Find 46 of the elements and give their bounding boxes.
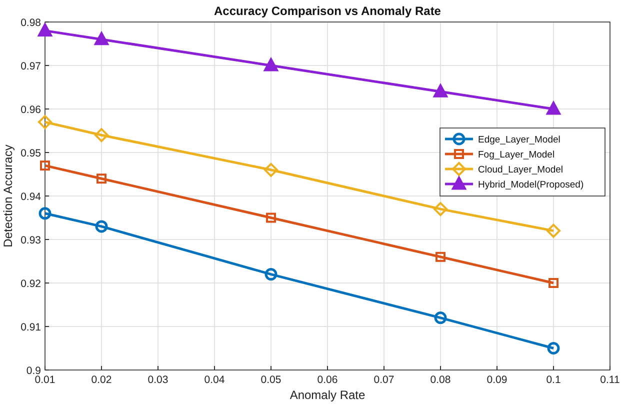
point: [434, 312, 447, 324]
x-tick-label: 0.11: [600, 374, 620, 386]
x-tick-label: 0.05: [260, 374, 282, 386]
y-tick-label: 0.9: [26, 365, 42, 377]
point: [264, 162, 278, 177]
y-tick-label: 0.96: [20, 104, 42, 116]
point: [38, 207, 52, 220]
x-tick-label: 0.04: [204, 374, 225, 386]
y-tick-label: 0.94: [20, 191, 42, 203]
legend-label: Fog_Layer_Model: [478, 150, 555, 160]
legend-label: Cloud_Layer_Model: [478, 164, 564, 176]
point: [436, 252, 446, 262]
chart-title: Accuracy Comparison vs Anomaly Rate: [214, 4, 442, 18]
x-tick-label: 0.09: [486, 374, 508, 386]
x-tick-label: 0.1: [546, 374, 561, 386]
point: [434, 202, 448, 216]
point: [40, 160, 50, 171]
y-tick-label: 0.95: [20, 148, 42, 160]
point: [96, 174, 106, 184]
x-tick-label: 0.01: [34, 374, 56, 386]
point: [94, 128, 108, 142]
y-tick-label: 0.97: [20, 60, 42, 72]
point: [546, 101, 561, 115]
y-tick-label: 0.91: [20, 322, 42, 334]
point: [264, 268, 278, 281]
x-tick-label: 0.03: [148, 374, 168, 386]
point: [433, 84, 448, 98]
point: [95, 220, 108, 233]
point: [546, 224, 560, 238]
point: [547, 342, 560, 354]
x-tick-label: 0.08: [430, 374, 451, 386]
legend-label: Hybrid_Model(Proposed): [478, 180, 584, 190]
y-tick-label: 0.93: [20, 234, 42, 246]
x-tick-label: 0.02: [91, 374, 112, 386]
point: [94, 32, 109, 46]
point: [266, 212, 276, 223]
y-tick-label: 0.92: [20, 278, 42, 290]
x-axis-title: Anomaly Rate: [290, 388, 366, 402]
legend-label: Edge_Layer_Model: [478, 134, 560, 146]
point: [264, 58, 278, 72]
x-tick-label: 0.06: [317, 374, 338, 386]
x-tick-label: 0.07: [374, 374, 394, 386]
point: [548, 278, 558, 288]
point: [38, 115, 52, 130]
y-axis-title: Detection Accuracy: [1, 144, 15, 248]
y-tick-label: 0.98: [20, 17, 42, 29]
